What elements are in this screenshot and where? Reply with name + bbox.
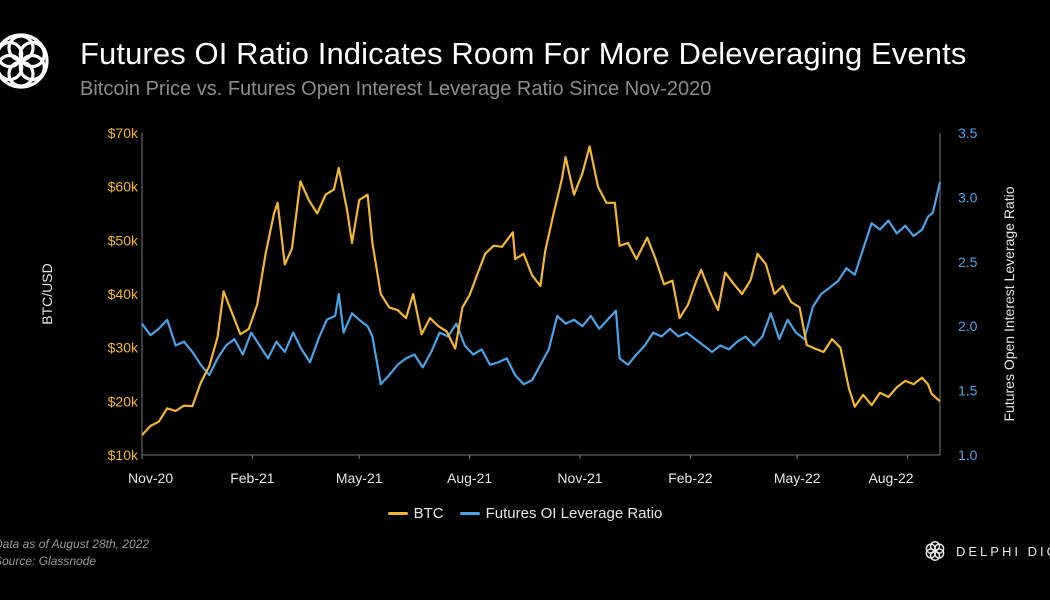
x-tick-label: Feb-21	[230, 470, 275, 486]
legend-swatch-ratio	[459, 512, 480, 515]
series-line-ratio	[141, 181, 942, 386]
brand-small-logo-icon	[925, 540, 945, 562]
legend-item-ratio[interactable]: Futures OI Leverage Ratio	[459, 505, 663, 522]
y-tick-label: $30k	[108, 340, 139, 356]
x-tick-label: May-22	[774, 470, 821, 486]
y-tick-label: $70k	[108, 125, 139, 141]
legend-label-ratio: Futures OI Leverage Ratio	[485, 505, 663, 522]
chart-subtitle: Bitcoin Price vs. Futures Open Interest …	[80, 78, 712, 100]
legend-item-btc[interactable]: BTC	[387, 505, 444, 522]
chart-title: Futures OI Ratio Indicates Room For More…	[80, 36, 967, 71]
brand-name: DELPHI DIGITAL	[956, 543, 1050, 559]
y2-tick-label: 3.0	[958, 189, 978, 205]
legend-label-btc: BTC	[413, 505, 444, 522]
x-tick-label: Nov-20	[128, 470, 173, 486]
chart-legend: BTC Futures OI Leverage Ratio	[0, 505, 1050, 522]
x-tick-label: Aug-22	[868, 470, 913, 486]
x-tick-label: Aug-21	[447, 470, 492, 486]
y-tick-label: $50k	[108, 232, 139, 248]
x-tick-label: Nov-21	[557, 470, 602, 486]
brand-logo-icon	[0, 33, 49, 89]
y-axis-title: BTC/USD	[39, 263, 55, 324]
y2-tick-label: 2.0	[958, 318, 978, 334]
y2-tick-label: 1.0	[958, 447, 978, 463]
x-tick-label: May-21	[336, 470, 383, 486]
y-tick-label: $40k	[108, 286, 139, 302]
y-tick-label: $10k	[108, 447, 139, 463]
footnote-source: Source: Glassnode	[0, 554, 97, 568]
footnote: Data as of August 28th, 2022 Source: Gla…	[0, 536, 149, 570]
y2-axis-title: Futures Open Interest Leverage Ratio	[1001, 186, 1017, 421]
y2-tick-label: 1.5	[958, 383, 978, 399]
x-tick-label: Feb-22	[668, 470, 713, 486]
y-tick-label: $20k	[108, 393, 139, 409]
y2-tick-label: 3.5	[958, 125, 978, 141]
y2-tick-label: 2.5	[958, 254, 978, 270]
series-line-btc	[141, 145, 941, 436]
footnote-date: Data as of August 28th, 2022	[0, 537, 149, 551]
brand-mark: DELPHI DIGITAL	[922, 538, 1050, 564]
legend-swatch-btc	[387, 512, 408, 515]
y-tick-label: $60k	[108, 179, 139, 195]
